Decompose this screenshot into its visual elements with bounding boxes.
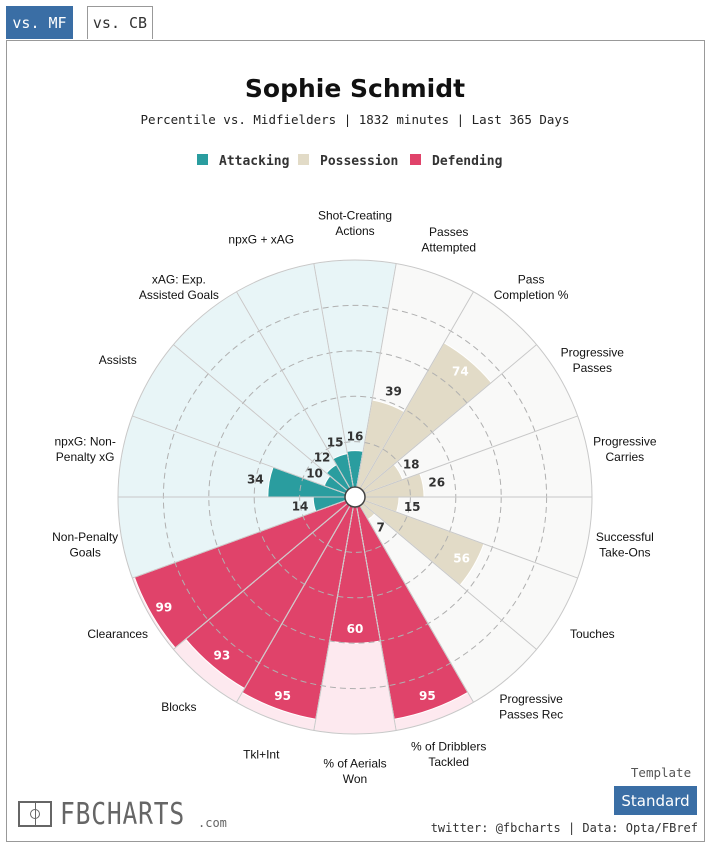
- value-label: 74: [452, 364, 469, 378]
- tab-vs-mf[interactable]: vs. MF: [6, 6, 73, 39]
- grid-spoke: [364, 415, 578, 495]
- legend-label: Attacking: [219, 154, 289, 169]
- value-label: 14: [292, 500, 309, 514]
- legend-label: Defending: [432, 154, 502, 169]
- axis-label: Blocks: [161, 700, 196, 714]
- value-label: 16: [347, 430, 364, 444]
- template-label: Template: [630, 765, 692, 780]
- grid-spoke: [359, 505, 474, 703]
- grid-spoke: [132, 499, 346, 579]
- grid-spoke: [356, 506, 397, 731]
- value-labels: 16 39 74 18 26 15 56 7 95 60 95 93 99 14 34 10 12 15: [155, 364, 469, 703]
- grid-spoke: [236, 505, 351, 703]
- value-label: 10: [306, 467, 323, 481]
- axis-label: Passes Attempted: [421, 225, 476, 255]
- value-label: 95: [274, 689, 291, 703]
- grid-spoke: [359, 291, 474, 489]
- legend-item-possession: Possession: [298, 154, 398, 169]
- legend-item-attacking: Attacking: [197, 154, 289, 169]
- axis-label: xAG: Exp. Assisted Goals: [139, 272, 219, 302]
- grid-spoke: [132, 415, 346, 495]
- axis-label: Clearances: [87, 627, 148, 641]
- value-label: 7: [376, 521, 384, 535]
- chart-subtitle: Percentile vs. Midfielders | 1832 minute…: [141, 112, 570, 127]
- chart-legend: Attacking Possession Defending: [197, 154, 502, 169]
- logo-text: FBCHARTS: [60, 796, 186, 832]
- logo-suffix: .com: [198, 816, 227, 830]
- value-label: 60: [347, 622, 364, 636]
- axis-label: Shot-Creating Actions: [318, 208, 392, 238]
- grid-spoke: [362, 344, 537, 491]
- axis-label: npxG + xAG: [228, 233, 294, 247]
- value-label: 15: [404, 500, 421, 514]
- credits-text: twitter: @fbcharts | Data: Opta/FBref: [430, 821, 698, 835]
- chart-grid: [117, 259, 593, 735]
- chart-title: Sophie Schmidt: [245, 74, 465, 103]
- value-label: 95: [419, 689, 436, 703]
- axis-labels: Shot-Creating Actions Passes Attempted Pass C…: [52, 208, 657, 786]
- grid-spoke: [173, 503, 348, 650]
- value-label: 26: [428, 476, 445, 490]
- axis-label: Tkl+Int: [243, 747, 280, 761]
- value-label: 34: [247, 472, 264, 486]
- legend-item-defending: Defending: [410, 154, 502, 169]
- tab-vs-cb[interactable]: vs. CB: [87, 6, 153, 39]
- axis-label: Successful Take-Ons: [596, 530, 654, 560]
- legend-swatch: [197, 154, 208, 165]
- legend-label: Possession: [320, 154, 398, 169]
- axis-label: % of Aerials Won: [323, 756, 386, 786]
- grid-spoke: [313, 506, 354, 731]
- axis-label: Progressive Passes Rec: [499, 692, 563, 722]
- value-label: 93: [214, 649, 231, 663]
- template-standard-button[interactable]: Standard: [614, 786, 697, 815]
- axis-label: Touches: [570, 627, 615, 641]
- grid-spoke: [236, 291, 351, 489]
- grid-spoke: [313, 263, 354, 488]
- grid-spoke: [362, 503, 537, 650]
- chart-wedges: [117, 259, 593, 735]
- pitch-icon: [18, 801, 52, 827]
- center-dot: [344, 486, 366, 508]
- value-label: 15: [327, 435, 344, 449]
- value-label: 18: [403, 458, 420, 472]
- grid-spoke: [356, 263, 397, 488]
- axis-label: Pass Completion %: [494, 272, 569, 302]
- axis-label: Progressive Carries: [593, 435, 657, 465]
- axis-label: Non-Penalty Goals: [52, 530, 118, 560]
- grid-spoke: [173, 344, 348, 491]
- fbcharts-logo: FBCHARTS .com: [18, 796, 227, 832]
- legend-swatch: [298, 154, 309, 165]
- axis-label: Progressive Passes: [561, 345, 625, 375]
- axis-label: Assists: [99, 353, 137, 367]
- value-label: 56: [453, 552, 470, 566]
- grid-spoke: [364, 499, 578, 579]
- axis-label: % of Dribblers Tackled: [411, 740, 486, 770]
- value-label: 99: [155, 600, 172, 614]
- axis-label: npxG: Non-Penalty xG: [54, 435, 115, 465]
- value-label: 39: [385, 384, 402, 398]
- value-label: 12: [314, 451, 331, 465]
- legend-swatch: [410, 154, 421, 165]
